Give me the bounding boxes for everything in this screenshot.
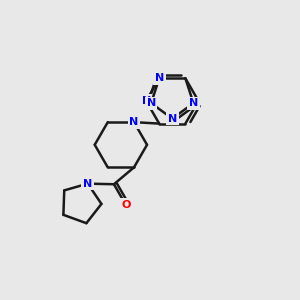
Text: O: O [121,200,130,210]
Text: N: N [154,73,164,83]
Text: N: N [146,98,156,108]
Text: N: N [189,98,198,108]
Text: N: N [83,178,92,189]
Text: N: N [168,114,177,124]
Text: N: N [142,96,151,106]
Text: N: N [129,117,139,127]
